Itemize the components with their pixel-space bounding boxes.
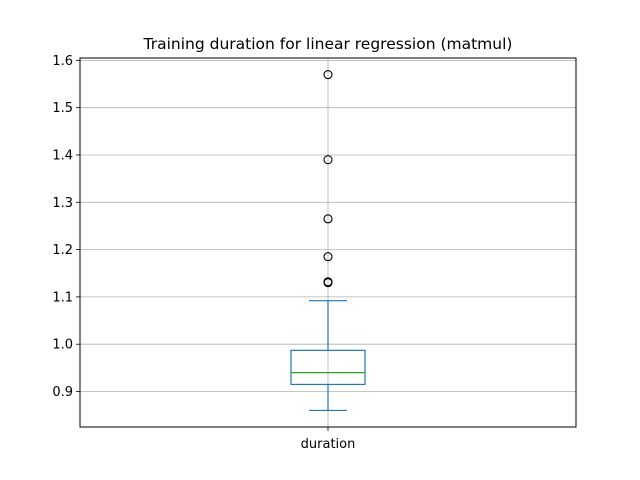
chart-title: Training duration for linear regression … bbox=[143, 35, 513, 53]
axes: 0.9 1.0 1.1 1.2 1.3 1.4 1.5 1.6 duration bbox=[52, 54, 355, 452]
y-tick-label: 0.9 bbox=[52, 385, 73, 400]
y-tick-label: 1.0 bbox=[52, 338, 73, 353]
outlier-point bbox=[323, 70, 333, 80]
y-tick-label: 1.5 bbox=[52, 101, 73, 116]
y-tick-label: 1.6 bbox=[52, 54, 73, 69]
grid-lines bbox=[80, 58, 576, 427]
outlier-point bbox=[323, 214, 333, 224]
box-duration bbox=[290, 70, 366, 412]
outlier-point bbox=[323, 277, 333, 287]
outlier-point bbox=[323, 252, 333, 262]
x-tick-label: duration bbox=[301, 437, 356, 452]
y-tick-label: 1.2 bbox=[52, 243, 73, 258]
outlier-point bbox=[323, 155, 333, 165]
iqr-box bbox=[290, 349, 366, 386]
y-tick-label: 1.1 bbox=[52, 290, 73, 305]
y-tick-label: 1.3 bbox=[52, 196, 73, 211]
box-plot-layer bbox=[290, 70, 366, 412]
y-tick-label: 1.4 bbox=[52, 148, 73, 163]
